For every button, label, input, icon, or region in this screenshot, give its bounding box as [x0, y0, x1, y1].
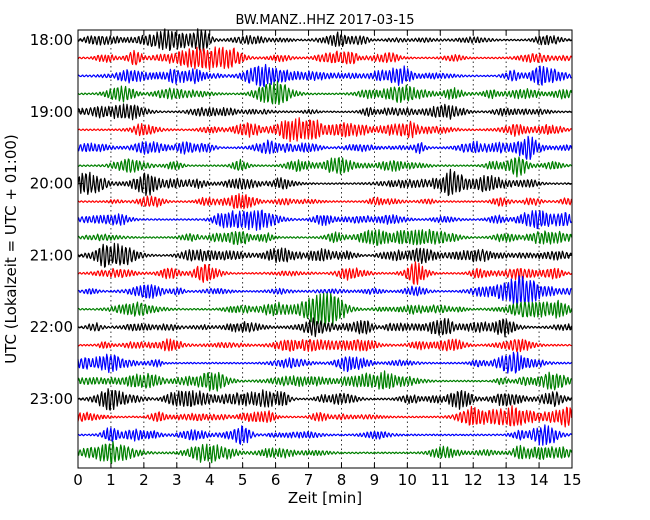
seismogram-trace	[77, 209, 572, 231]
x-tick-label: 9	[370, 471, 380, 489]
x-tick-label: 4	[205, 471, 215, 489]
x-gridlines	[110, 30, 540, 468]
x-tick-label: 12	[464, 471, 483, 489]
x-tick-label: 15	[562, 471, 581, 489]
x-tick-label: 11	[431, 471, 450, 489]
seismogram-traces	[77, 28, 573, 464]
seismogram-trace	[77, 168, 572, 197]
seismogram-trace	[77, 135, 573, 160]
x-tick-label: 13	[497, 471, 516, 489]
x-axis-ticks: 0 1 2 3 4 5 6 7 8 9 10 11 12 13 14 15	[73, 30, 582, 489]
chart-title: BW.MANZ..HHZ 2017-03-15	[235, 13, 414, 28]
x-tick-label: 10	[398, 471, 417, 489]
x-tick-label: 14	[530, 471, 549, 489]
seismogram-trace	[77, 405, 573, 428]
x-tick-label: 5	[238, 471, 248, 489]
x-tick-label: 0	[73, 471, 83, 489]
seismogram-trace	[77, 370, 572, 392]
seismogram-trace	[77, 275, 572, 308]
seismogram-trace	[77, 441, 573, 464]
seismogram-trace	[77, 317, 573, 338]
seismogram-trace	[77, 338, 572, 353]
x-tick-label: 3	[172, 471, 182, 489]
y-tick-label: 20:00	[30, 175, 73, 193]
seismogram-trace	[77, 193, 573, 210]
seismogram-trace	[77, 63, 572, 88]
seismogram-trace	[77, 156, 573, 178]
y-tick-label: 19:00	[30, 103, 73, 121]
seismogram-trace	[77, 351, 572, 374]
y-axis-label: UTC (Lokalzeit = UTC + 01:00)	[2, 134, 20, 364]
seismogram-trace	[77, 103, 572, 121]
seismogram-trace	[77, 261, 573, 285]
seismogram-trace	[77, 228, 573, 246]
seismogram-trace	[77, 28, 572, 52]
x-tick-label: 1	[106, 471, 116, 489]
plot-frame	[77, 29, 573, 469]
seismogram-trace	[77, 242, 573, 268]
x-tick-label: 7	[304, 471, 314, 489]
seismogram-trace	[77, 46, 573, 71]
y-axis-ticks: 18:00 19:00 20:00 21:00 22:00 23:00	[30, 31, 572, 408]
y-tick-label: 21:00	[30, 246, 73, 264]
seismogram-trace	[77, 292, 573, 328]
x-axis-label: Zeit [min]	[288, 489, 362, 507]
y-tick-label: 22:00	[30, 318, 73, 336]
seismogram-trace	[77, 117, 572, 143]
seismogram-trace	[77, 388, 573, 411]
seismogram-trace	[77, 80, 573, 106]
y-tick-label: 23:00	[30, 390, 73, 408]
x-tick-label: 2	[139, 471, 149, 489]
y-tick-label: 18:00	[30, 31, 73, 49]
x-tick-label: 6	[271, 471, 281, 489]
seismogram-trace	[77, 424, 572, 446]
x-tick-label: 8	[337, 471, 347, 489]
